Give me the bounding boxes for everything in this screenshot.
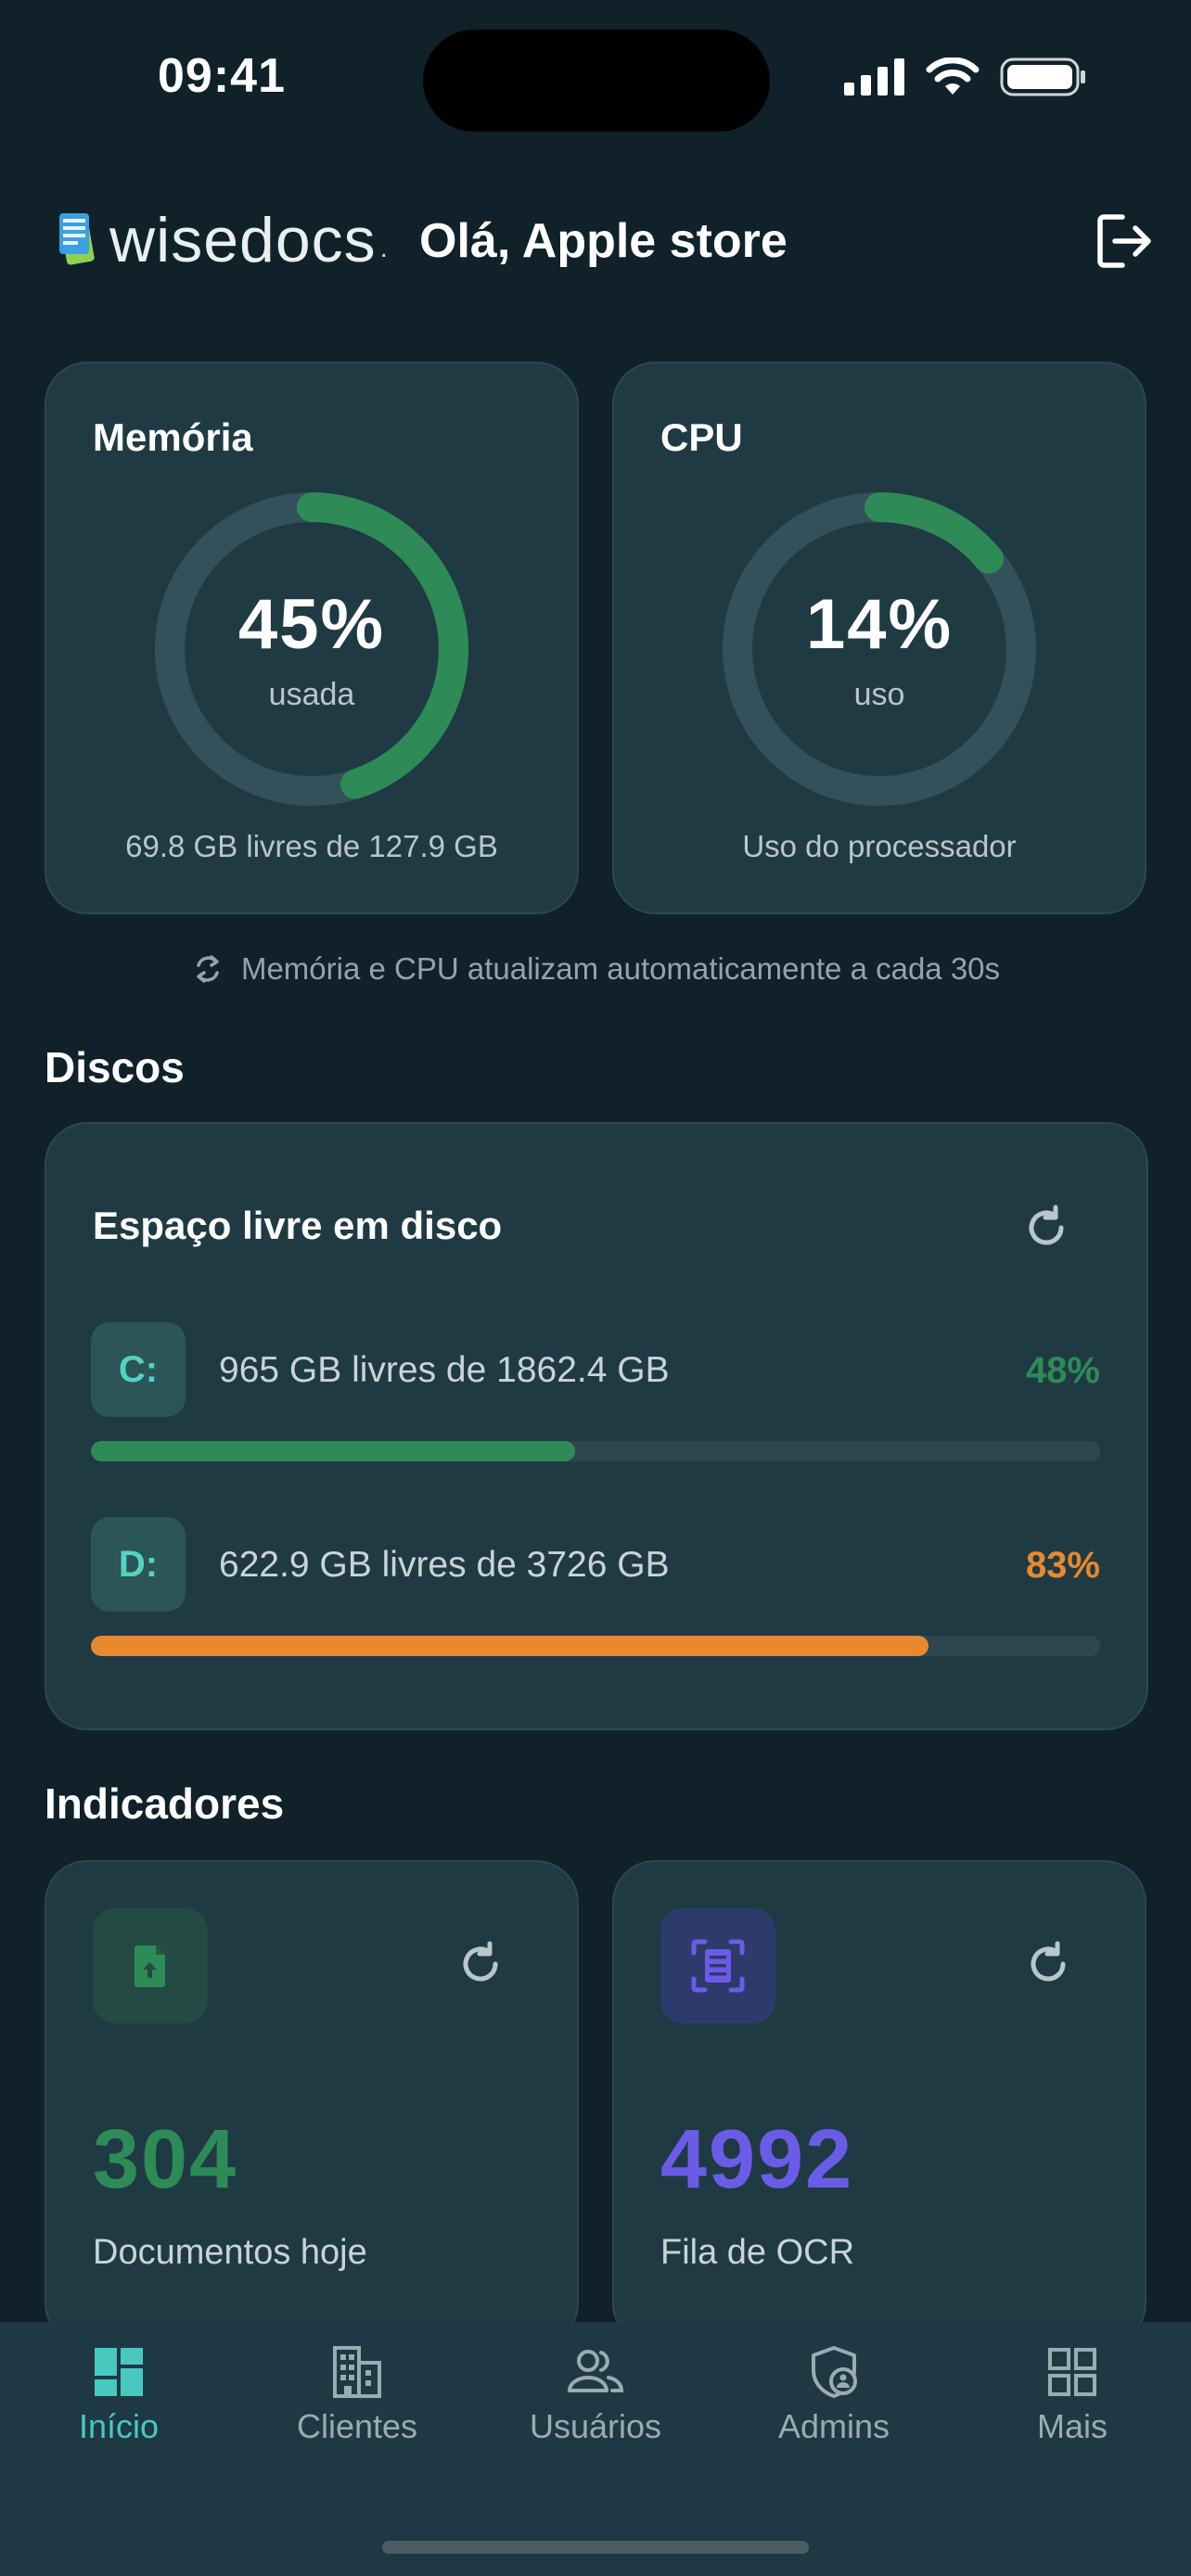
disk-c-letter: C: [91,1322,186,1417]
refresh-icon [1031,1941,1066,1982]
tab-mais-label: Mais [1036,2407,1108,2445]
memory-footer: 69.8 GB livres de 127.9 GB [125,829,498,863]
document-scan-icon [660,1908,775,2023]
refresh-icon [463,1941,498,1982]
cpu-gauge [722,491,1037,807]
tab-inicio-label: Início [78,2407,160,2445]
documents-today-value: 304 [93,2113,238,2206]
ocr-queue-label: Fila de OCR [660,2233,855,2272]
disk-card-title: Espaço livre em disco [93,1204,503,1247]
tab-admins[interactable]: Admins [715,2344,953,2446]
disk-d-text: 622.9 GB livres de 3726 GB [219,1545,670,1585]
auto-refresh-note: Memória e CPU atualizam automaticamente … [0,951,1191,987]
ocr-refresh-button[interactable] [1022,1938,1074,1990]
home-indicator [382,2541,809,2554]
memory-title: Memória [93,415,253,459]
logout-button[interactable] [1091,208,1158,274]
cpu-card: CPU 14% uso Uso do processador [612,362,1146,914]
wifi-icon [926,57,980,95]
cpu-footer: Uso do processador [742,829,1017,863]
disk-c-percent: 48% [1025,1350,1100,1391]
memory-sub: usada [268,677,355,712]
status-time: 09:41 [158,49,286,103]
disk-d-bar [91,1636,1100,1656]
documents-today-label: Documentos hoje [93,2233,367,2272]
refresh-icon [1029,1205,1064,1245]
dynamic-island [423,30,770,132]
status-icons [844,57,1087,96]
phone-docs-icon [59,213,95,265]
battery-icon [1000,57,1085,96]
indicators-section-title: Indicadores [45,1779,285,1828]
tab-clientes-label: Clientes [296,2407,418,2445]
tab-admins-label: Admins [777,2407,890,2445]
cpu-title: CPU [660,415,743,459]
tab-usuarios[interactable]: Usuários [477,2344,714,2446]
cpu-gauge-arc [723,492,1036,806]
logout-icon [1097,214,1151,268]
tab-inicio[interactable]: Início [0,2344,237,2446]
cpu-percent: 14% [805,585,954,664]
documents-refresh-button[interactable] [455,1938,506,1990]
sync-icon [197,955,219,983]
disk-d-bar-fill [91,1636,929,1656]
brand-mark: . [379,233,389,263]
file-upload-icon [93,1908,208,2023]
disk-card: Espaço livre em disco C: 965 GB livres d… [45,1122,1148,1730]
disk-c-bar-fill [91,1441,576,1461]
disk-c-text: 965 GB livres de 1862.4 GB [219,1350,670,1390]
indicator-card-documents[interactable]: 304 Documentos hoje [45,1860,579,2346]
indicator-card-ocr[interactable]: 4992 Fila de OCR [612,1860,1146,2346]
disk-d-percent: 83% [1025,1545,1100,1586]
brand-logo: wisedocs . [58,204,388,276]
users-icon [568,2350,623,2392]
tab-clientes[interactable]: Clientes [238,2344,476,2446]
disk-c-bar [91,1441,1100,1461]
dashboard-icon [95,2348,143,2396]
disk-refresh-button[interactable] [1020,1202,1072,1254]
ocr-queue-value: 4992 [660,2113,854,2206]
grid-icon [1048,2348,1096,2396]
disks-section-title: Discos [45,1043,185,1091]
building-icon [333,2346,381,2398]
tab-bar: Início Clientes Usuários Admins [0,2322,1191,2576]
tab-usuarios-label: Usuários [529,2407,662,2445]
memory-percent: 45% [237,585,386,664]
disk-d-letter: D: [91,1517,186,1612]
memory-gauge-arc [155,492,468,806]
signal-icon [844,58,904,96]
memory-gauge [154,491,469,807]
greeting: Olá, Apple store [419,214,788,268]
cpu-sub: uso [853,677,905,712]
shield-user-icon [812,2346,857,2398]
tab-mais[interactable]: Mais [954,2344,1191,2446]
brand-name: wisedocs [109,205,377,275]
auto-refresh-text: Memória e CPU atualizam automaticamente … [240,951,1001,986]
memory-card: Memória 45% usada 69.8 GB livres de 127.… [45,362,579,914]
